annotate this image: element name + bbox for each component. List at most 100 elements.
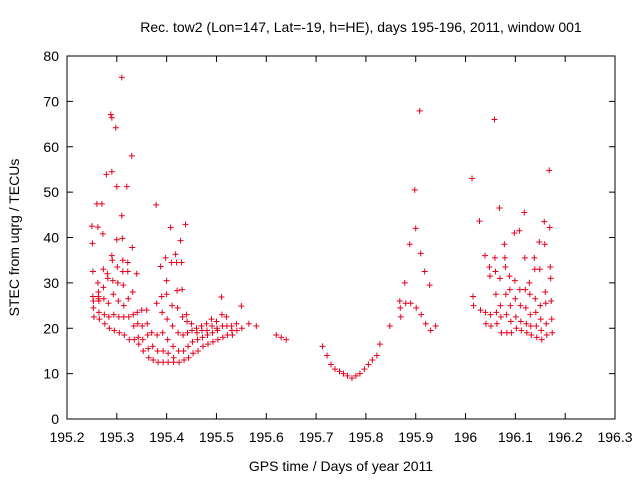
x-axis-label: GPS time / Days of year 2011 bbox=[249, 458, 433, 474]
data-point bbox=[548, 298, 555, 305]
data-point bbox=[352, 372, 359, 379]
data-point bbox=[194, 336, 201, 343]
data-point bbox=[112, 124, 119, 131]
data-point bbox=[94, 224, 101, 231]
x-tick-label: 195.6 bbox=[249, 429, 284, 445]
data-point bbox=[541, 241, 548, 248]
data-point bbox=[507, 302, 514, 309]
plot-frame bbox=[66, 55, 616, 420]
data-point bbox=[90, 304, 97, 311]
data-point bbox=[348, 375, 355, 382]
data-point bbox=[523, 320, 530, 327]
data-point bbox=[470, 293, 477, 300]
x-tick-label: 195.5 bbox=[199, 429, 234, 445]
data-point bbox=[526, 279, 533, 286]
data-point bbox=[185, 343, 192, 350]
data-point bbox=[125, 295, 132, 302]
data-point bbox=[401, 279, 408, 286]
data-point bbox=[273, 332, 280, 339]
data-point bbox=[521, 209, 528, 216]
data-point bbox=[223, 313, 230, 320]
data-point bbox=[486, 273, 493, 280]
data-point bbox=[134, 320, 141, 327]
data-point bbox=[496, 275, 503, 282]
data-point bbox=[167, 224, 174, 231]
data-point bbox=[176, 359, 183, 366]
data-point bbox=[422, 320, 429, 327]
data-point bbox=[493, 309, 500, 316]
data-point bbox=[421, 268, 428, 275]
x-tick-label: 195.9 bbox=[398, 429, 433, 445]
data-point bbox=[427, 327, 434, 334]
data-point bbox=[188, 320, 195, 327]
data-point bbox=[129, 244, 136, 251]
data-point bbox=[184, 329, 191, 336]
data-point bbox=[324, 352, 331, 359]
data-point bbox=[521, 254, 528, 261]
data-point bbox=[386, 322, 393, 329]
data-point bbox=[90, 298, 97, 305]
data-point bbox=[497, 313, 504, 320]
data-point bbox=[190, 350, 197, 357]
data-point bbox=[113, 183, 120, 190]
data-point bbox=[328, 361, 335, 368]
data-point bbox=[482, 320, 489, 327]
data-point bbox=[195, 347, 202, 354]
data-point bbox=[508, 329, 515, 336]
data-point bbox=[194, 329, 201, 336]
data-point bbox=[506, 273, 513, 280]
data-point bbox=[100, 295, 107, 302]
y-tick-label: 20 bbox=[43, 320, 59, 336]
data-point bbox=[283, 336, 290, 343]
data-point bbox=[144, 320, 151, 327]
data-point bbox=[114, 263, 121, 270]
data-point bbox=[160, 347, 167, 354]
data-point bbox=[397, 313, 404, 320]
data-point bbox=[522, 304, 529, 311]
data-point bbox=[361, 366, 368, 373]
data-point bbox=[501, 254, 508, 261]
data-point bbox=[182, 221, 189, 228]
data-point bbox=[118, 74, 125, 81]
data-point bbox=[356, 370, 363, 377]
data-point bbox=[496, 205, 503, 212]
data-point bbox=[549, 329, 556, 336]
data-point bbox=[103, 171, 110, 178]
data-point bbox=[536, 239, 543, 246]
data-point bbox=[105, 313, 112, 320]
data-point bbox=[101, 320, 108, 327]
data-point bbox=[164, 336, 171, 343]
data-point bbox=[189, 327, 196, 334]
data-point bbox=[135, 341, 142, 348]
data-point bbox=[531, 254, 538, 261]
data-point bbox=[105, 300, 112, 307]
data-point bbox=[516, 286, 523, 293]
y-axis-label: STEC from uqrg / TECUs bbox=[6, 159, 22, 317]
data-point bbox=[397, 304, 404, 311]
data-point bbox=[486, 263, 493, 270]
x-tick-label: 196 bbox=[454, 429, 478, 445]
data-point bbox=[139, 322, 146, 329]
data-point bbox=[523, 329, 530, 336]
data-point bbox=[154, 347, 161, 354]
data-point bbox=[109, 257, 116, 264]
data-point bbox=[179, 313, 186, 320]
data-point bbox=[88, 223, 95, 230]
data-point bbox=[238, 325, 245, 332]
data-point bbox=[502, 263, 509, 270]
data-point bbox=[180, 332, 187, 339]
data-point bbox=[492, 291, 499, 298]
data-point bbox=[145, 345, 152, 352]
data-point bbox=[90, 313, 97, 320]
data-point bbox=[89, 268, 96, 275]
data-point bbox=[183, 311, 190, 318]
data-point bbox=[214, 336, 221, 343]
data-point bbox=[119, 235, 126, 242]
data-point bbox=[181, 357, 188, 364]
chart-title: Rec. tow2 (Lon=147, Lat=-19, h=HE), days… bbox=[140, 19, 582, 35]
data-point bbox=[150, 357, 157, 364]
data-point bbox=[511, 277, 518, 284]
data-point bbox=[412, 225, 419, 232]
data-point bbox=[113, 236, 120, 243]
data-point bbox=[332, 366, 339, 373]
